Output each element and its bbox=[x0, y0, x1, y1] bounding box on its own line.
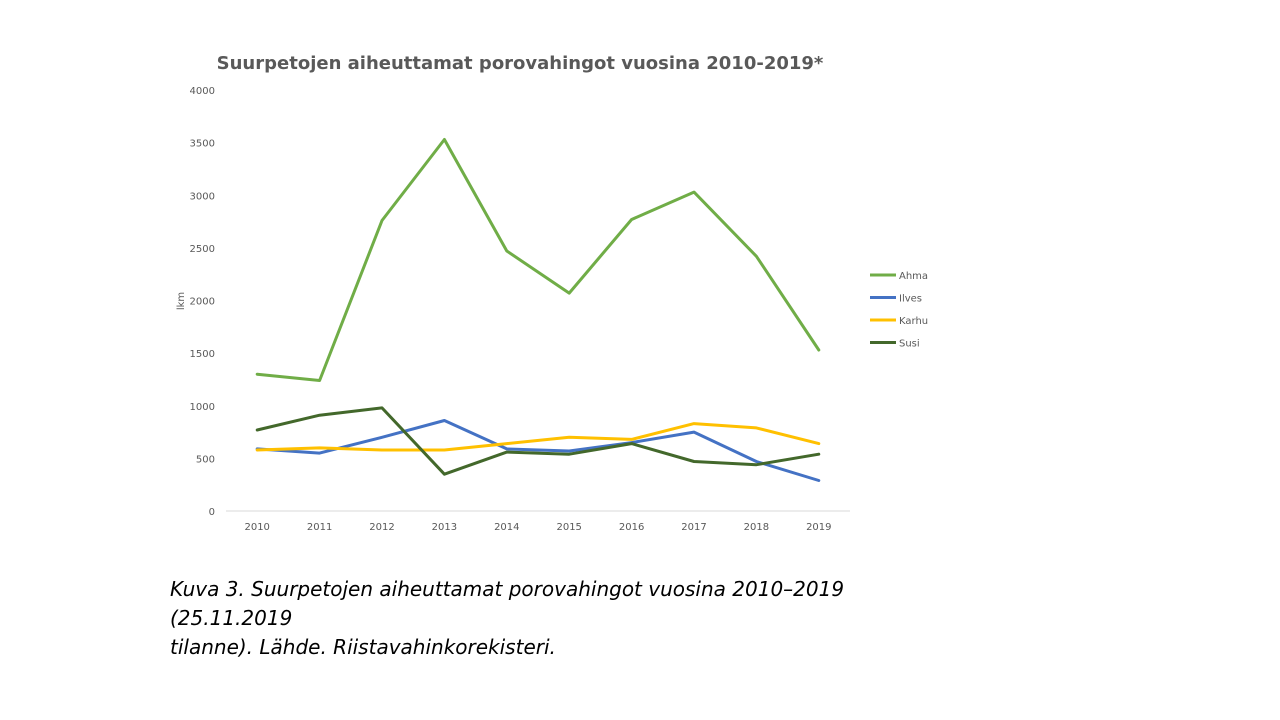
x-tick-label: 2014 bbox=[494, 522, 519, 533]
x-tick-label: 2018 bbox=[744, 522, 769, 533]
series-lines bbox=[255, 138, 821, 482]
legend-item-ahma: Ahma bbox=[870, 271, 928, 282]
legend-label: Ahma bbox=[899, 271, 928, 282]
legend-label: Ilves bbox=[899, 294, 922, 305]
y-tick-label: 3500 bbox=[190, 139, 215, 150]
y-tick-label: 500 bbox=[196, 454, 215, 465]
caption-line-1: Kuva 3. Suurpetojen aiheuttamat porovahi… bbox=[170, 577, 845, 630]
x-tick-label: 2015 bbox=[556, 522, 581, 533]
x-tick-label: 2019 bbox=[806, 522, 831, 533]
y-tick-label: 1500 bbox=[190, 349, 215, 360]
x-tick-label: 2011 bbox=[307, 522, 332, 533]
legend-item-karhu: Karhu bbox=[870, 316, 928, 327]
x-tick-label: 2012 bbox=[369, 522, 394, 533]
chart-title: Suurpetojen aiheuttamat porovahingot vuo… bbox=[217, 53, 824, 74]
y-tick-label: 4000 bbox=[190, 86, 215, 97]
y-tick-label: 0 bbox=[209, 507, 215, 518]
y-tick-label: 2000 bbox=[190, 297, 215, 308]
y-axis-label: lkm bbox=[176, 292, 187, 310]
caption-line-2: tilanne). Lähde. Riistavahinkorekisteri. bbox=[170, 635, 556, 659]
legend-label: Karhu bbox=[899, 316, 928, 327]
x-tick-label: 2016 bbox=[619, 522, 644, 533]
x-tick-label: 2017 bbox=[681, 522, 706, 533]
series-line-ilves bbox=[255, 419, 821, 482]
series-line-susi bbox=[255, 406, 821, 476]
x-axis-ticks: 2010 2011 2012 2013 2014 2015 2016 2017 2018 2019 bbox=[244, 522, 831, 533]
legend-label: Susi bbox=[899, 339, 920, 350]
y-tick-label: 1000 bbox=[190, 402, 215, 413]
figure-caption: Kuva 3. Suurpetojen aiheuttamat porovahi… bbox=[170, 575, 970, 662]
y-tick-label: 3000 bbox=[190, 191, 215, 202]
x-tick-label: 2010 bbox=[244, 522, 269, 533]
x-tick-label: 2013 bbox=[432, 522, 457, 533]
legend: Ahma Ilves Karhu Susi bbox=[870, 271, 928, 350]
legend-item-susi: Susi bbox=[870, 339, 920, 350]
y-tick-label: 2500 bbox=[190, 244, 215, 255]
series-line-ahma bbox=[255, 138, 821, 382]
y-axis-ticks: 0 500 1000 1500 2000 2500 3000 3500 4000 bbox=[190, 86, 215, 518]
series-line-karhu bbox=[255, 422, 821, 452]
legend-item-ilves: Ilves bbox=[870, 294, 922, 305]
